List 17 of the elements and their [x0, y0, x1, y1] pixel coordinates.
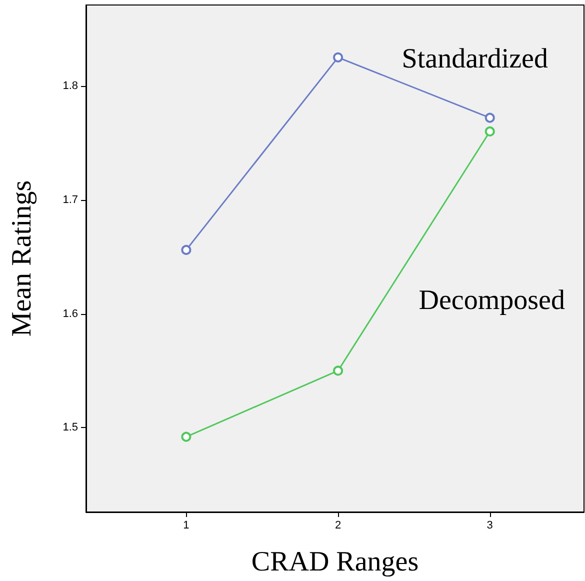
point	[333, 52, 344, 62]
y-tick-label: 1.8	[62, 80, 78, 92]
point	[484, 126, 495, 136]
y-tick-label: 1.5	[62, 422, 78, 434]
y-axis-title: Mean Ratings	[6, 180, 38, 337]
x-tick-label: 3	[486, 520, 493, 532]
y-tick-label: 1.6	[62, 308, 78, 320]
x-tick-label: 2	[334, 520, 342, 532]
point	[484, 112, 495, 123]
x-tick-label: 1	[183, 520, 190, 532]
x-axis-title: CRAD Ranges	[251, 546, 419, 578]
series-label: Decomposed	[418, 284, 565, 316]
y-tick-label: 1.7	[62, 194, 78, 206]
series-label: Standardized	[402, 43, 548, 74]
point	[333, 366, 344, 376]
point	[181, 244, 192, 255]
point	[181, 432, 192, 442]
